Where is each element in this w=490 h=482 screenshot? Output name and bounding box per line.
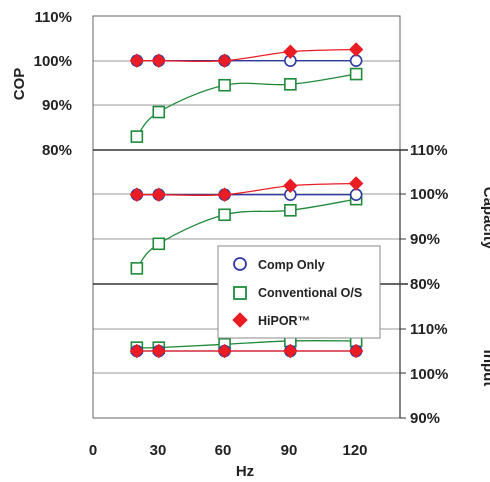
- capacity-hipor-point: [217, 187, 232, 202]
- capacity-comp-only-point: [349, 188, 363, 201]
- input-conventional-line: [136, 340, 357, 349]
- legend-comp-only-label: Comp Only: [258, 258, 325, 272]
- legend-hipor-marker: [232, 312, 248, 328]
- xtick-30: 30: [150, 442, 167, 459]
- capacity-hipor-point: [151, 187, 166, 202]
- legend-comp-only-marker: [233, 257, 247, 271]
- input-hipor-point: [129, 343, 145, 359]
- cop-hipor-point: [151, 53, 166, 68]
- capacity-conventional-point: [130, 262, 144, 275]
- cop-conventional-point: [152, 105, 166, 119]
- legend-conventional-marker: [233, 286, 247, 300]
- cop-conventional-point: [284, 78, 297, 91]
- cop-conventional-point: [218, 78, 231, 92]
- input-hipor-point: [151, 343, 166, 359]
- series: [129, 42, 364, 359]
- cop-ytick-110: 110%: [34, 9, 72, 26]
- legend: Comp Only Conventional O/S HiPOR™: [217, 245, 381, 339]
- capacity-ytick-80: 80%: [410, 276, 440, 293]
- capacity-ytick-100: 100%: [410, 186, 448, 203]
- legend-hipor-label: HiPOR™: [258, 314, 310, 328]
- cop-hipor-point: [283, 44, 298, 59]
- cop-conventional-point: [130, 130, 144, 143]
- capacity-conventional-point: [284, 204, 297, 217]
- cop-hipor-line: [136, 48, 357, 63]
- input-ytick-110: 110%: [410, 321, 448, 338]
- cop-axis-label: COP: [11, 68, 28, 101]
- capacity-ytick-110: 110%: [410, 142, 448, 159]
- cop-y-ticks: 110% 100% 90% 80%: [34, 9, 72, 159]
- capacity-hipor-point: [348, 176, 364, 191]
- capacity-conventional-point: [152, 237, 166, 251]
- xtick-60: 60: [215, 442, 232, 459]
- cop-hipor-point: [348, 42, 364, 57]
- x-axis-label: Hz: [236, 463, 254, 480]
- input-hipor-point: [348, 343, 364, 359]
- input-y-ticks: 110% 100% 90%: [410, 321, 448, 427]
- capacity-hipor-point: [129, 187, 145, 202]
- cop-comp-only-point: [349, 54, 363, 67]
- input-hipor-point: [217, 343, 232, 359]
- input-axis-label: Input: [480, 350, 490, 387]
- capacity-hipor-point: [283, 178, 298, 193]
- x-ticks: 0 30 60 90 120: [89, 442, 368, 459]
- cop-ytick-100: 100%: [34, 53, 72, 70]
- xtick-0: 0: [89, 442, 97, 459]
- cop-conventional-point: [349, 67, 363, 81]
- input-hipor-point: [283, 343, 298, 359]
- cop-hipor-point: [217, 53, 232, 68]
- legend-conventional-label: Conventional O/S: [258, 286, 362, 300]
- capacity-ytick-90: 90%: [410, 231, 440, 248]
- capacity-conventional-point: [218, 208, 231, 222]
- cop-ytick-80: 80%: [42, 142, 72, 159]
- xtick-90: 90: [281, 442, 298, 459]
- cop-hipor-point: [129, 53, 145, 68]
- input-ytick-90: 90%: [410, 410, 440, 427]
- capacity-y-ticks: 110% 100% 90% 80%: [410, 142, 448, 293]
- cop-ytick-90: 90%: [42, 97, 72, 114]
- capacity-axis-label: Capacity: [480, 187, 490, 250]
- xtick-120: 120: [342, 442, 367, 459]
- input-ytick-100: 100%: [410, 366, 448, 383]
